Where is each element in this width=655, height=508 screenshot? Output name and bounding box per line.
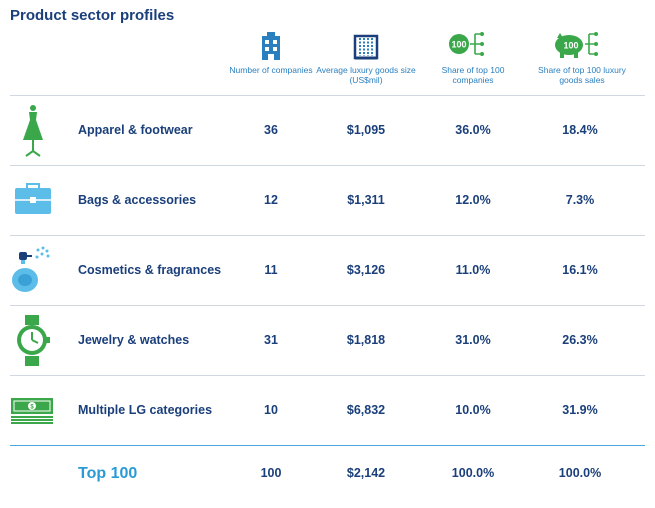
cell-share-sales: 16.1% bbox=[562, 263, 598, 277]
cell-share-companies: 12.0% bbox=[455, 193, 491, 207]
cell-share-companies: 31.0% bbox=[455, 333, 491, 347]
header-divider bbox=[10, 95, 645, 96]
cell-share-sales: 100.0% bbox=[558, 466, 602, 480]
cell-share-sales: 26.3% bbox=[562, 333, 598, 347]
cell-share-companies: 100.0% bbox=[451, 466, 495, 480]
table-row: Apparel & footwear 36 $1,095 36.0% 18.4% bbox=[0, 96, 655, 165]
row-divider bbox=[10, 375, 645, 376]
perfume-icon bbox=[10, 236, 56, 305]
building-icon bbox=[221, 30, 321, 62]
table-row: Jewelry & watches 31 $1,818 31.0% 26.3% bbox=[0, 306, 655, 375]
row-divider bbox=[10, 235, 645, 236]
cell-share-companies: 10.0% bbox=[455, 403, 491, 417]
abacus-icon bbox=[316, 30, 416, 62]
row-divider bbox=[10, 165, 645, 166]
briefcase-icon bbox=[10, 166, 56, 235]
total-divider bbox=[10, 445, 645, 446]
cell-share-companies: 11.0% bbox=[455, 263, 491, 277]
table-row: $ Multiple LG categories 10 $6,832 10.0%… bbox=[0, 376, 655, 445]
cell-avg-size: $3,126 bbox=[346, 263, 386, 277]
cell-share-sales: 31.9% bbox=[562, 403, 598, 417]
svg-text:100: 100 bbox=[451, 40, 466, 50]
cell-companies: 10 bbox=[264, 403, 278, 417]
share-companies-icon: 100 bbox=[423, 30, 523, 62]
total-row: Top 100 100 $2,142 100.0% 100.0% bbox=[0, 439, 655, 508]
watch-icon bbox=[10, 306, 56, 375]
cell-companies: 36 bbox=[264, 123, 278, 137]
cell-share-sales: 7.3% bbox=[565, 193, 595, 207]
cell-share-sales: 18.4% bbox=[562, 123, 598, 137]
table-row: Cosmetics & fragrances 11 $3,126 11.0% 1… bbox=[0, 236, 655, 305]
row-label: Multiple LG categories bbox=[78, 403, 213, 417]
cell-avg-size: $1,311 bbox=[347, 193, 385, 207]
cell-avg-size: $6,832 bbox=[346, 403, 386, 417]
dress-icon bbox=[10, 96, 56, 165]
cell-companies: 12 bbox=[264, 193, 278, 207]
cell-companies: 11 bbox=[264, 263, 278, 277]
cell-avg-size: $2,142 bbox=[346, 466, 386, 480]
row-label: Jewelry & watches bbox=[78, 333, 190, 347]
row-label: Bags & accessories bbox=[78, 193, 197, 207]
row-label: Cosmetics & fragrances bbox=[78, 263, 222, 277]
piggy-bank-icon: 100 bbox=[532, 30, 632, 62]
cell-avg-size: $1,095 bbox=[346, 123, 386, 137]
cell-avg-size: $1,818 bbox=[346, 333, 386, 347]
cell-companies: 31 bbox=[264, 333, 278, 347]
svg-text:100: 100 bbox=[563, 41, 578, 51]
table-row: Bags & accessories 12 $1,311 12.0% 7.3% bbox=[0, 166, 655, 235]
row-divider bbox=[10, 305, 645, 306]
total-label: Top 100 bbox=[78, 465, 138, 482]
cell-companies: 100 bbox=[260, 466, 282, 480]
money-stack-icon: $ bbox=[10, 376, 56, 445]
page-title: Product sector profiles bbox=[10, 7, 175, 24]
row-label: Apparel & footwear bbox=[78, 123, 193, 137]
cell-share-companies: 36.0% bbox=[455, 123, 491, 137]
svg-text:$: $ bbox=[30, 405, 34, 411]
